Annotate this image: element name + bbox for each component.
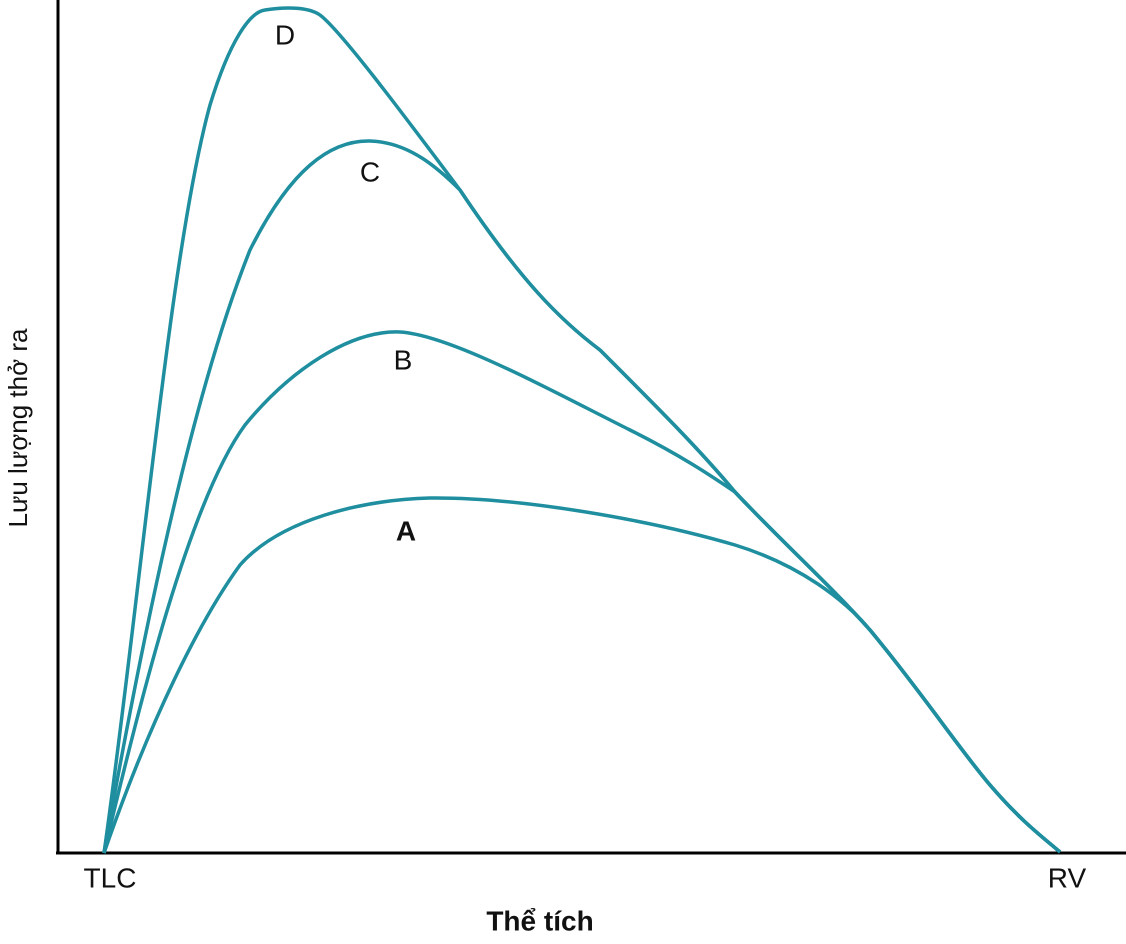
y-axis-label: Lưu lượng thở ra xyxy=(3,328,33,528)
curve-label: A xyxy=(396,515,416,546)
curve-b xyxy=(102,330,1062,854)
curve-a xyxy=(102,496,1062,854)
curve-c xyxy=(102,139,1062,854)
curve-label: C xyxy=(360,156,380,187)
curve-d xyxy=(102,6,1062,854)
x-end-label: RV xyxy=(1048,862,1087,893)
x-axis-label: Thể tích xyxy=(486,905,593,936)
curve-label: D xyxy=(275,19,295,50)
curve-label: B xyxy=(394,344,413,375)
x-start-label: TLC xyxy=(84,862,137,893)
